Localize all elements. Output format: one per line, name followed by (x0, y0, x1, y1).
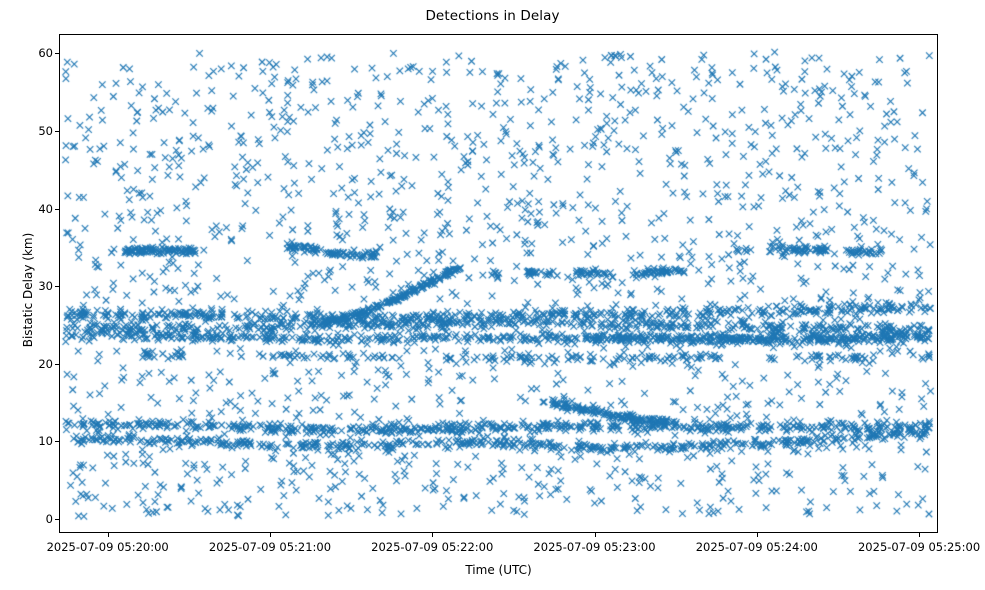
y-tick-mark (55, 286, 59, 288)
x-tick-label: 2025-07-09 05:21:00 (208, 540, 332, 554)
scatter-plot-canvas (60, 35, 937, 532)
y-tick-label: 20 (38, 356, 53, 371)
x-tick-mark (756, 533, 758, 537)
y-tick-mark (55, 53, 59, 55)
y-tick-mark (55, 441, 59, 443)
y-tick-mark (55, 363, 59, 365)
y-tick-label: 40 (38, 201, 53, 216)
plot-axes-area (59, 34, 938, 533)
y-tick-mark (55, 131, 59, 132)
y-tick-label: 30 (38, 279, 53, 294)
x-tick-mark (107, 533, 109, 537)
chart-title: Detections in Delay (425, 8, 560, 24)
y-tick-label: 10 (38, 434, 53, 449)
x-tick-mark (432, 533, 434, 537)
x-axis-label: Time (UTC) (465, 563, 532, 577)
x-tick-label: 2025-07-09 05:25:00 (857, 540, 981, 554)
y-tick-label: 60 (38, 46, 53, 61)
x-tick-mark (594, 533, 596, 537)
y-tick-mark (55, 208, 59, 210)
x-tick-mark (919, 533, 921, 537)
y-tick-mark (55, 519, 59, 521)
x-tick-mark (269, 533, 271, 537)
x-tick-label: 2025-07-09 05:23:00 (533, 540, 656, 554)
x-tick-label: 2025-07-09 05:22:00 (371, 540, 494, 554)
y-tick-label: 0 (45, 512, 53, 527)
y-tick-label: 50 (38, 124, 53, 138)
x-tick-label: 2025-07-09 05:24:00 (695, 540, 818, 554)
x-tick-label: 2025-07-09 05:20:00 (46, 540, 169, 554)
y-axis-label: Bistatic Delay (km) (21, 232, 35, 348)
